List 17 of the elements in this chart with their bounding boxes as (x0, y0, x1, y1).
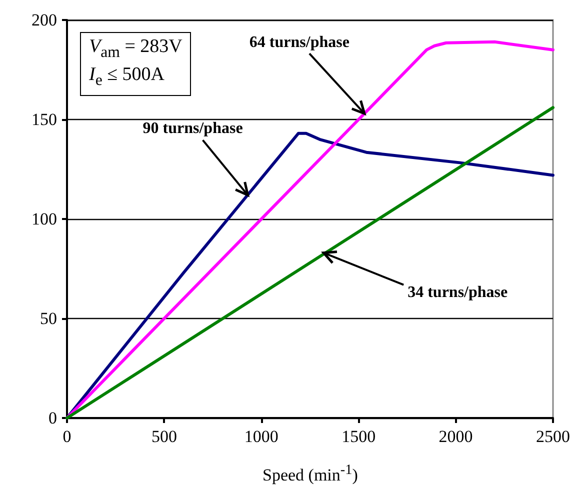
annotation: V$_{am}$ = 283V (89, 36, 182, 63)
x-tick-label: 0 (62, 427, 72, 446)
y-tick-label: 50 (40, 309, 57, 328)
x-tick-label: 2000 (438, 427, 473, 446)
annotation: 64 turns/phase (249, 34, 350, 52)
y-tick-label: 100 (32, 210, 57, 228)
y-tick-label: 0 (48, 408, 57, 428)
y-tick-label: 200 (32, 10, 57, 30)
x-tick-label: 2500 (536, 427, 570, 446)
annotation: 90 turns/phase (142, 120, 243, 138)
x-axis-title: Speed (min$^{-1}$) (262, 462, 358, 486)
y-tick-label: 150 (32, 110, 57, 129)
annotation: 34 turns/phase (408, 284, 508, 302)
x-tick-label: 500 (151, 427, 177, 446)
x-tick-label: 1500 (342, 427, 376, 446)
annotation: I$_{e}$ ≤ 500A (89, 64, 166, 91)
x-tick-label: 1000 (244, 427, 278, 446)
